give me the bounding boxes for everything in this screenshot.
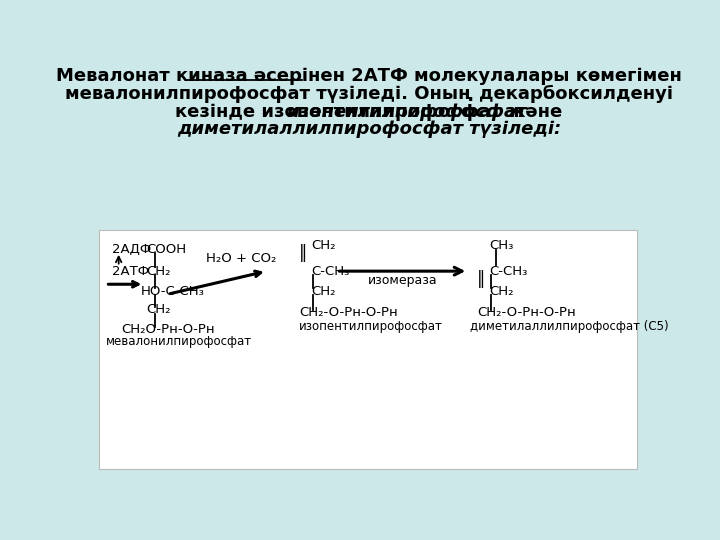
Text: C-CH₃: C-CH₃ <box>311 265 349 278</box>
Text: CH₂O-Рн-О-Рн: CH₂O-Рн-О-Рн <box>121 323 215 336</box>
Text: HO-C-CH₃: HO-C-CH₃ <box>140 285 204 298</box>
Text: Мевалонат киназа әсерінен 2АТФ молекулалары көмегімен: Мевалонат киназа әсерінен 2АТФ молекулал… <box>56 67 682 85</box>
Text: ‖: ‖ <box>299 244 307 262</box>
Text: изопентилпирофосфат: изопентилпирофосфат <box>286 103 526 120</box>
Text: CH₂: CH₂ <box>489 285 513 298</box>
Text: ‖: ‖ <box>477 270 485 288</box>
Text: C-CH₃: C-CH₃ <box>489 265 528 278</box>
Text: диметилаллилпирофосфат (С5): диметилаллилпирофосфат (С5) <box>469 320 668 333</box>
Text: CH₂-O-Рн-О-Рн: CH₂-O-Рн-О-Рн <box>300 306 398 319</box>
Text: 2АТФ: 2АТФ <box>112 265 149 278</box>
Text: H₂O + CO₂: H₂O + CO₂ <box>206 252 276 265</box>
Text: изопентилпирофосфат: изопентилпирофосфат <box>300 320 443 333</box>
Text: кезінде изопентилпирофосфат және: кезінде изопентилпирофосфат және <box>176 103 562 120</box>
FancyBboxPatch shape <box>99 231 637 469</box>
Text: COOH: COOH <box>145 243 186 256</box>
Text: изомераза: изомераза <box>367 274 437 287</box>
Text: диметилаллилпирофосфат түзіледі:: диметилаллилпирофосфат түзіледі: <box>177 120 561 138</box>
Text: CH₃: CH₃ <box>489 239 513 252</box>
Text: CH₂: CH₂ <box>145 265 171 278</box>
Text: CH₂-O-Рн-О-Рн: CH₂-O-Рн-О-Рн <box>477 306 576 319</box>
Text: мевалонилпирофосфат түзіледі. Оның декарбоксилденуі: мевалонилпирофосфат түзіледі. Оның декар… <box>65 85 673 103</box>
Text: CH₂: CH₂ <box>311 239 336 252</box>
Text: CH₂: CH₂ <box>145 303 171 316</box>
Text: CH₂: CH₂ <box>311 285 336 298</box>
Text: 2АДФ: 2АДФ <box>112 243 151 256</box>
Text: мевалонилпирофосфат: мевалонилпирофосфат <box>106 335 251 348</box>
